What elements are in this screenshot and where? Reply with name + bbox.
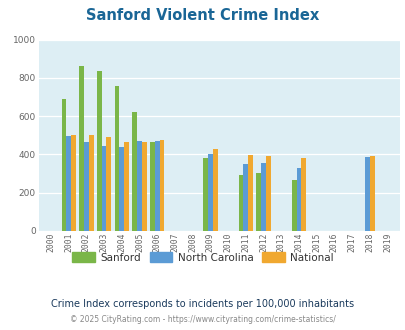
Text: Crime Index corresponds to incidents per 100,000 inhabitants: Crime Index corresponds to incidents per… bbox=[51, 299, 354, 309]
Bar bbox=[291, 180, 296, 231]
Bar bbox=[154, 141, 159, 231]
Text: Sanford Violent Crime Index: Sanford Violent Crime Index bbox=[86, 8, 319, 23]
Bar bbox=[247, 155, 252, 231]
Legend: Sanford, North Carolina, National: Sanford, North Carolina, National bbox=[68, 248, 337, 267]
Bar bbox=[301, 158, 305, 231]
Bar bbox=[243, 164, 247, 231]
Bar bbox=[207, 154, 212, 231]
Bar bbox=[89, 135, 93, 231]
Bar bbox=[102, 146, 106, 231]
Bar bbox=[150, 142, 154, 231]
Bar bbox=[84, 142, 89, 231]
Bar bbox=[124, 142, 129, 231]
Bar bbox=[114, 85, 119, 231]
Bar bbox=[159, 140, 164, 231]
Bar bbox=[61, 99, 66, 231]
Bar bbox=[71, 135, 76, 231]
Bar bbox=[79, 66, 84, 231]
Bar bbox=[203, 158, 207, 231]
Bar bbox=[212, 149, 217, 231]
Bar bbox=[364, 157, 369, 231]
Bar bbox=[66, 136, 71, 231]
Bar bbox=[106, 137, 111, 231]
Bar bbox=[132, 112, 137, 231]
Bar bbox=[369, 156, 374, 231]
Bar bbox=[256, 173, 260, 231]
Bar bbox=[265, 156, 270, 231]
Bar bbox=[97, 71, 102, 231]
Bar bbox=[260, 163, 265, 231]
Bar bbox=[137, 141, 142, 231]
Bar bbox=[142, 142, 146, 231]
Text: © 2025 CityRating.com - https://www.cityrating.com/crime-statistics/: © 2025 CityRating.com - https://www.city… bbox=[70, 315, 335, 324]
Bar bbox=[119, 147, 124, 231]
Bar bbox=[296, 168, 301, 231]
Bar bbox=[238, 175, 243, 231]
